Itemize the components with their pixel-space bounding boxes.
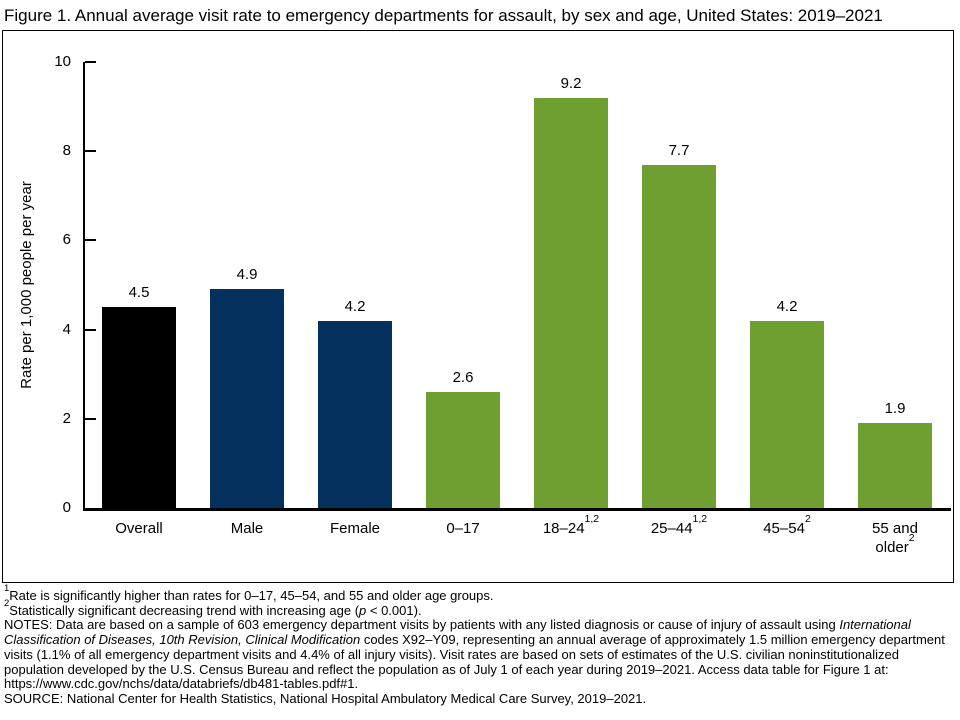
footnote-segment: SOURCE: National Center for Health Stati… [4,690,647,706]
footnote-segment: < 0.001). [366,602,422,618]
x-label-0-17: 0–17 [409,519,517,557]
source: SOURCE: National Center for Health Stati… [4,690,955,707]
x-label-45-54: 45–542 [733,513,841,557]
x-label-superscript: 1,2 [584,513,600,525]
footnote-segment: p [359,602,367,618]
bar-value-label: 9.2 [560,74,582,92]
y-tick-mark [85,328,96,331]
y-tick-label: 8 [62,142,71,160]
x-label-superscript: 2 [908,532,915,544]
x-label-superscript: 1,2 [692,513,708,525]
bar-slot: 1.9 [841,62,949,508]
x-label-text: 18–241,2 [542,513,600,537]
bar-18-24 [534,97,608,508]
footnote-segment: International Classification of Diseases… [4,617,911,648]
bar-slot: 4.2 [301,62,409,508]
x-label-superscript: 2 [804,513,811,525]
bar-45-54 [750,320,824,508]
x-axis-labels: Overall Male Female 0–17 18–241,2 25–441,2 45–… [85,513,949,557]
x-axis-line [83,508,951,511]
y-tick-mark [85,239,96,242]
footnote-1: 1Rate is significantly higher than rates… [4,584,955,604]
footnote-segment: 1 [4,583,10,595]
x-label-text: 55 and older2 [872,520,918,556]
x-label-male: Male [193,519,301,557]
y-tick-label: 6 [62,231,71,249]
footnote-segment: Statistically significant decreasing tre… [9,602,360,618]
bar-value-label: 4.2 [776,297,798,315]
footnote-segment: Rate is significantly higher than rates … [9,588,494,603]
x-label-text: 0–17 [446,520,480,537]
x-label-18-24: 18–241,2 [517,513,625,557]
bar-25-44 [642,164,716,508]
x-label-25-44: 25–441,2 [625,513,733,557]
bar-value-label: 2.6 [452,369,474,387]
bar-slot: 4.9 [193,62,301,508]
x-label-text: Overall [115,520,163,537]
y-axis-title: Rate per 1,000 people per year [18,181,35,389]
bar-slot: 4.2 [733,62,841,508]
x-label-text: 25–441,2 [650,513,708,537]
bar-overall [102,307,176,508]
bar-value-label: 1.9 [884,400,906,418]
bar-55-and-older [858,423,932,508]
bar-value-label: 7.7 [668,141,690,159]
x-label-overall: Overall [85,519,193,557]
footnote-segment: 2 [4,597,10,609]
y-axis-line [83,62,85,511]
x-label-female: Female [301,519,409,557]
bar-value-label: 4.5 [128,284,150,302]
x-label-text: 45–542 [763,513,811,537]
footnote-segment: codes X92–Y09, representing an annual av… [4,632,945,692]
bar-slot: 7.7 [625,62,733,508]
bar-male [210,289,284,508]
y-tick-label: 0 [62,499,71,516]
y-tick-mark [85,61,96,63]
y-tick-label: 4 [62,320,71,338]
y-tick-label: 10 [54,53,71,70]
x-label-text: Female [329,520,381,537]
x-label-55-and-older: 55 and older2 [841,519,949,557]
footnote-segment: NOTES: Data are based on a sample of 603… [4,617,840,633]
bar-value-label: 4.2 [344,297,366,315]
chart-frame: Rate per 1,000 people per year 0 2 4 6 8 10 4… [2,30,954,583]
bar-plot-area: 4.5 4.9 4.2 2.6 9.2 7.7 4.2 1.9 [85,62,949,508]
notes: NOTES: Data are based on a sample of 603… [4,618,955,692]
bar-slot: 9.2 [517,62,625,508]
bar-slot: 2.6 [409,62,517,508]
bar-0-17 [426,392,500,508]
y-tick-mark [85,150,96,153]
footnotes-block: 1Rate is significantly higher than rates… [4,584,955,707]
y-tick-label: 2 [62,409,71,427]
bar-value-label: 4.9 [236,266,258,284]
y-tick-mark [85,417,96,420]
figure-title: Figure 1. Annual average visit rate to e… [4,6,883,25]
bar-female [318,320,392,508]
bar-slot: 4.5 [85,62,193,508]
x-label-text: Male [230,520,264,537]
footnote-2: 2Statistically significant decreasing tr… [4,599,955,619]
